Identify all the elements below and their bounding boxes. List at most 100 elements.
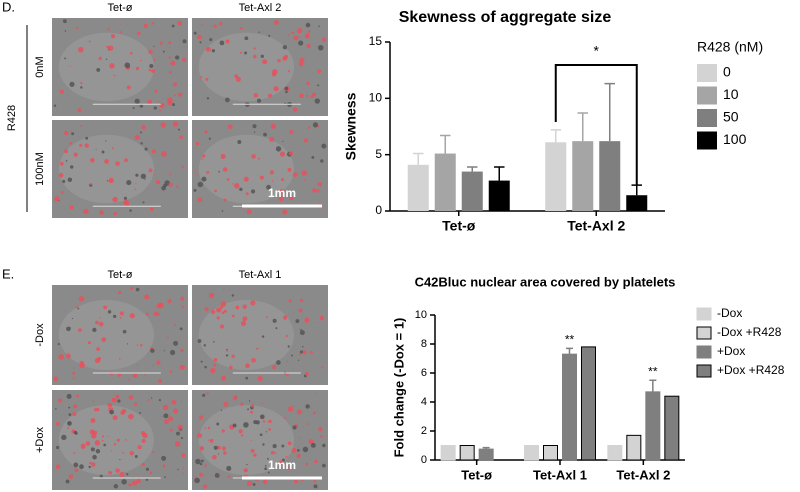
cell-dot (75, 305, 79, 308)
cell-dot (107, 435, 109, 438)
cell-dot (135, 66, 140, 71)
cell-dot (168, 56, 171, 59)
cell-dot (134, 188, 137, 191)
cell-dot (181, 453, 186, 458)
cell-dot (112, 415, 118, 421)
cell-dot (101, 150, 105, 154)
cell-dot (182, 39, 187, 44)
cell-dot (292, 405, 295, 407)
cell-dot (53, 376, 59, 382)
cell-dot (69, 327, 71, 329)
cell-dot (195, 458, 201, 465)
cell-dot (73, 404, 78, 409)
cell-dot (200, 360, 203, 363)
cell-dot (209, 38, 213, 42)
cell-dot (285, 455, 288, 458)
cell-dot (180, 348, 184, 353)
scale-bar-label: 1mm (268, 186, 296, 200)
error-bar (604, 82, 615, 142)
cell-dot (271, 71, 277, 77)
cell-dot (262, 420, 266, 423)
cell-dot (130, 286, 134, 290)
cell-dot (172, 82, 178, 87)
cell-dot (134, 134, 140, 141)
cell-dot (162, 404, 169, 411)
cell-dot (298, 61, 304, 67)
cell-dot (320, 159, 324, 163)
cell-dot (243, 468, 248, 473)
cell-dot (174, 55, 180, 60)
cell-dot (72, 371, 76, 375)
chart-title: C42Bluc nuclear area covered by platelet… (415, 274, 676, 289)
cell-dot (306, 423, 309, 426)
cell-dot (220, 301, 227, 307)
cell-dot (293, 35, 299, 41)
cell-dot (282, 315, 288, 320)
cell-dot (301, 345, 304, 348)
cell-dot (207, 426, 211, 430)
cell-dot (173, 340, 179, 346)
cell-dot (282, 140, 284, 143)
cell-dot (244, 36, 249, 41)
cell-dot (92, 327, 97, 333)
legend-label: 0 (723, 64, 731, 80)
cell-dot (232, 395, 238, 401)
cell-dot (227, 475, 231, 478)
cell-dot (91, 433, 97, 439)
cell-dot (109, 63, 115, 69)
cell-dot (55, 445, 60, 450)
legend-swatch (696, 326, 712, 340)
cell-dot (292, 172, 298, 178)
cell-dot (78, 296, 85, 302)
cell-dot (256, 347, 259, 350)
cell-dot (199, 41, 202, 44)
cell-dot (69, 65, 71, 67)
cell-dot (159, 41, 163, 45)
cell-dot (71, 132, 75, 136)
cell-dot (261, 402, 264, 405)
cell-dot (103, 305, 107, 310)
cell-dot (122, 329, 127, 334)
cell-dot (55, 421, 60, 426)
bar (626, 195, 648, 211)
cell-dot (293, 107, 298, 112)
cell-dot (137, 105, 139, 107)
cell-dot (85, 441, 91, 446)
cell-dot (234, 183, 240, 189)
cell-dot (125, 439, 127, 441)
cell-dot (136, 478, 141, 484)
y-tick-label: 4 (421, 396, 427, 408)
cell-dot (168, 71, 172, 74)
cell-dot (116, 396, 119, 399)
y-tick-label: 5 (375, 147, 382, 161)
cell-dot (267, 457, 269, 460)
cell-dot (151, 68, 156, 74)
cell-dot (252, 482, 256, 486)
y-tick-label: 10 (415, 309, 427, 321)
cell-dot (108, 45, 114, 51)
cell-dot (318, 426, 323, 432)
cell-dot (121, 408, 127, 414)
bar (488, 180, 510, 211)
cell-dot (264, 464, 267, 467)
legend-title: R428 (nM) (697, 39, 763, 55)
cell-dot (279, 151, 286, 157)
cell-dot (250, 439, 252, 441)
cell-dot (253, 420, 258, 425)
cell-dot (147, 99, 153, 105)
cell-dot (148, 168, 153, 173)
x-tick-label: Tet-ø (461, 467, 492, 482)
cell-dot (212, 454, 217, 460)
cell-dot (69, 81, 75, 87)
cell-dot (196, 142, 200, 146)
y-tick-label: 6 (421, 367, 427, 379)
cell-dot (309, 440, 312, 444)
cell-dot (301, 170, 307, 176)
cell-dot (128, 413, 134, 420)
cell-dot (310, 350, 313, 354)
cell-dot (59, 161, 64, 166)
cell-dot (119, 458, 121, 461)
cell-dot (55, 407, 57, 410)
cell-dot (297, 449, 300, 452)
cell-dot (129, 313, 135, 319)
